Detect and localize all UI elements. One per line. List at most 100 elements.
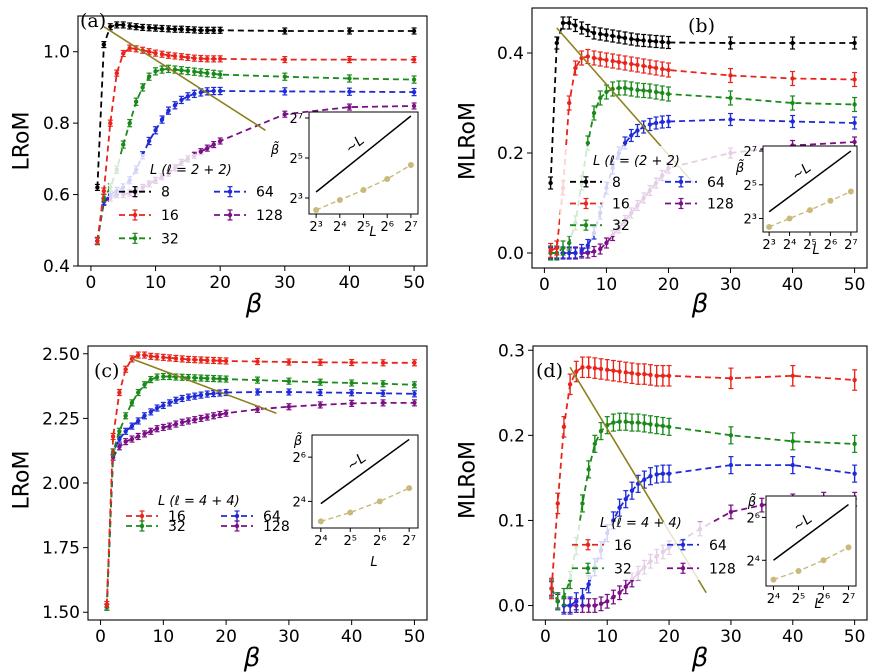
inset-frame: [308, 111, 419, 215]
data-point: [121, 142, 126, 147]
inset-data-point: [795, 568, 802, 574]
data-point: [642, 477, 647, 482]
data-point: [211, 391, 216, 396]
data-point: [349, 390, 354, 395]
data-point: [660, 39, 665, 45]
data-point: [611, 594, 616, 600]
data-point: [282, 89, 288, 94]
inset-data-point: [360, 187, 367, 193]
data-point: [179, 420, 185, 425]
data-point: [217, 88, 223, 94]
y-tick-label: 0.2: [497, 144, 524, 164]
series-line-16: [105, 354, 415, 605]
data-point: [104, 602, 110, 607]
data-point: [852, 471, 857, 476]
inset-data-point: [827, 197, 834, 204]
data-point: [166, 108, 171, 113]
data-point: [198, 70, 203, 75]
data-point: [127, 23, 132, 29]
data-point: [610, 33, 615, 39]
data-point: [604, 57, 609, 63]
panel-label: (a): [80, 10, 106, 32]
inset-x-tick-label: 2⁶: [824, 238, 837, 253]
x-tick-label: 50: [844, 627, 866, 647]
data-point: [560, 20, 566, 26]
data-point: [583, 179, 589, 185]
data-point: [623, 584, 628, 590]
data-point: [598, 428, 604, 434]
data-point: [127, 45, 132, 51]
data-point: [616, 85, 622, 91]
data-point: [580, 365, 585, 370]
data-point: [586, 467, 591, 472]
data-point: [648, 372, 653, 378]
data-point: [114, 70, 119, 76]
inset-data-point: [847, 188, 854, 195]
data-point: [142, 413, 147, 418]
inset-x-tick-label: 2⁵: [792, 592, 805, 607]
legend-label-64: 64: [256, 185, 274, 201]
data-point: [642, 421, 647, 426]
data-point: [660, 66, 665, 72]
y-axis-label: MLRoM: [456, 441, 481, 519]
data-point: [412, 382, 417, 387]
data-point: [598, 56, 603, 62]
legend-label-128: 128: [256, 208, 283, 224]
data-point: [549, 586, 554, 591]
data-point: [555, 599, 560, 604]
data-point: [790, 439, 795, 444]
data-point: [666, 91, 671, 97]
data-point: [186, 394, 191, 400]
data-point: [629, 86, 634, 92]
data-point: [411, 28, 417, 34]
legend-label-32: 32: [168, 519, 186, 535]
legend-label-8: 8: [161, 185, 170, 201]
data-point: [622, 60, 628, 66]
panel-label: (d): [536, 360, 563, 382]
data-point: [185, 27, 191, 32]
x-tick-label: 10: [153, 627, 175, 647]
data-point: [192, 55, 197, 61]
data-point: [173, 421, 179, 427]
inset-data-point: [845, 544, 852, 551]
data-point: [654, 422, 659, 428]
inset-y-axis-label: β̃: [270, 142, 279, 158]
data-point: [146, 74, 152, 79]
crossover-guide-line: [131, 358, 277, 414]
inset-x-tick-label: 2⁴: [333, 220, 346, 235]
data-point: [132, 236, 138, 241]
data-point: [123, 367, 128, 372]
data-point: [604, 240, 609, 246]
inset-x-tick-label: 2⁷: [404, 220, 417, 235]
data-point: [622, 35, 628, 41]
data-point: [101, 42, 107, 47]
data-point: [211, 71, 216, 77]
data-point: [179, 27, 184, 32]
data-point: [647, 122, 653, 127]
data-point: [153, 25, 158, 31]
data-point: [117, 444, 122, 450]
inset-x-axis-label: L: [370, 555, 377, 570]
data-point: [411, 89, 417, 95]
x-tick-label: 50: [404, 627, 426, 647]
data-point: [583, 201, 589, 206]
inset-x-tick-label: 2⁶: [373, 534, 386, 549]
data-point: [412, 391, 417, 397]
inset-x-tick-label: 2³: [762, 238, 775, 253]
data-point: [133, 99, 139, 104]
data-point: [121, 22, 126, 28]
data-point: [629, 488, 635, 493]
data-point: [347, 104, 352, 110]
data-point: [123, 413, 128, 418]
data-point: [179, 396, 185, 401]
data-point: [561, 424, 567, 430]
data-point: [217, 358, 223, 363]
inset-data-point: [384, 176, 391, 182]
x-tick-label: 20: [209, 273, 231, 293]
y-tick-label: 0.4: [43, 257, 70, 277]
data-point: [198, 375, 204, 381]
panel-c: 0 10 20 30 40 50 1.50 1.75 2.00 2.25 2.50 β LRoM (c) L…: [10, 345, 428, 672]
